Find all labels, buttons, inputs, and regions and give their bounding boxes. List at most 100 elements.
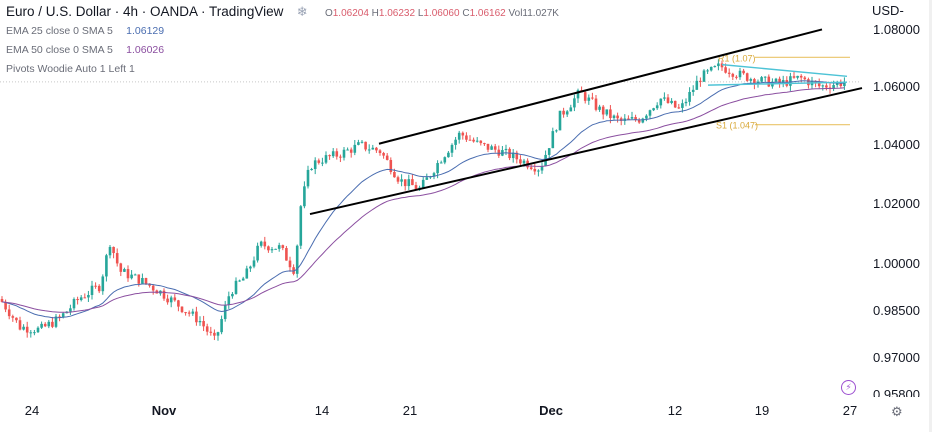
candle-body [515, 152, 519, 160]
gear-icon[interactable]: ⚙ [891, 404, 903, 419]
candle-body [141, 277, 144, 284]
candle-body [22, 326, 25, 330]
candle-body [691, 89, 695, 92]
candle-body [349, 149, 353, 153]
volume-label: Vol [508, 8, 523, 19]
candle-body [767, 76, 771, 87]
candle-body [105, 255, 108, 277]
pivot-r1-label: R1 (1.07) [718, 53, 756, 63]
candle-body [213, 332, 216, 336]
right-edge [929, 0, 932, 432]
price-tick: 1.08000 [873, 22, 920, 37]
pivot-s1-label: S1 (1.047) [716, 121, 758, 131]
candle-body [796, 75, 799, 78]
candle-body [18, 320, 22, 330]
candle-body [227, 296, 231, 306]
candle-body [0, 299, 4, 302]
candle-body [11, 316, 15, 318]
candle-body [339, 156, 342, 158]
candle-body [753, 79, 756, 85]
candle-body [403, 179, 407, 187]
price-tick: 1.06000 [873, 79, 920, 94]
candle-body [486, 143, 490, 150]
snowflake-icon: ❄ [296, 4, 308, 19]
candle-body [126, 269, 130, 279]
candle-body [299, 206, 303, 246]
candle-body [47, 321, 51, 327]
price-tick: 0.97000 [873, 350, 920, 365]
candle-body [609, 109, 612, 119]
candle-body [112, 246, 115, 254]
candle-body [306, 169, 310, 187]
candle-body [310, 169, 313, 171]
ohlc-values: O1.06204 H1.06232 L1.06060 C1.06162 Vol1… [325, 8, 559, 19]
indicator-ema50[interactable]: EMA 50 close 0 SMA 5 1.06026 [6, 40, 559, 59]
candle-body [684, 101, 688, 104]
candle-body [389, 159, 393, 173]
candle-body [490, 146, 493, 150]
open-value: 1.06204 [332, 8, 369, 19]
candle-body [504, 148, 508, 151]
candle-body [677, 107, 681, 109]
candle-body [317, 160, 321, 163]
candle-body [709, 66, 713, 71]
candle-body [184, 312, 187, 314]
candle-body [735, 76, 738, 78]
indicator-pivots[interactable]: Pivots Woodie Auto 1 Left 1 [6, 59, 559, 78]
candle-body [245, 268, 249, 279]
candle-body [133, 274, 137, 276]
candle-body [421, 179, 425, 188]
candle-body [533, 168, 537, 172]
candle-body [303, 186, 306, 207]
candle-body [461, 132, 465, 136]
time-tick: Dec [539, 403, 563, 418]
candle-body [727, 72, 731, 74]
candle-body [223, 305, 227, 320]
candle-body [555, 130, 558, 132]
symbol-title[interactable]: Euro / U.S. Dollar · 4h · OANDA · Tradin… [6, 4, 284, 19]
candle-body [148, 283, 151, 286]
candle-body [252, 260, 256, 267]
currency-label[interactable]: USD- [872, 3, 904, 18]
candle-body [342, 149, 346, 158]
time-tick: 27 [842, 403, 858, 418]
candle-body [799, 75, 803, 78]
candle-body [713, 66, 717, 68]
candle-body [511, 152, 515, 159]
candle-body [565, 111, 569, 115]
candle-body [375, 147, 378, 151]
candle-body [447, 152, 450, 158]
candle-body [630, 117, 634, 119]
candle-body [641, 118, 645, 123]
candle-body [15, 317, 18, 321]
candle-body [400, 179, 403, 182]
candle-body [288, 260, 292, 268]
candle-body [483, 143, 486, 145]
candle-body [180, 306, 184, 313]
candle-body [814, 80, 817, 83]
close-label: C [462, 8, 470, 19]
candle-body [587, 97, 591, 101]
candle-body [407, 179, 411, 187]
candle-body [425, 177, 429, 180]
candle-body [634, 117, 637, 120]
candle-body [187, 312, 191, 314]
candle-body [479, 140, 483, 144]
candle-body [529, 167, 533, 169]
candle-body [569, 107, 573, 112]
chart-legend: Euro / U.S. Dollar · 4h · OANDA · Tradin… [6, 2, 559, 78]
candle-body [695, 80, 699, 90]
candle-body [108, 246, 112, 256]
candle-body [792, 76, 796, 78]
lightning-icon[interactable]: ⚡ [841, 380, 856, 395]
time-tick: 24 [24, 403, 40, 418]
candle-body [465, 135, 468, 140]
candle-body [519, 159, 522, 164]
candle-body [843, 82, 846, 87]
indicator-ema25[interactable]: EMA 25 close 0 SMA 5 1.06129 [6, 21, 559, 40]
candle-body [738, 70, 742, 78]
candle-body [720, 63, 724, 68]
candle-body [130, 274, 133, 279]
